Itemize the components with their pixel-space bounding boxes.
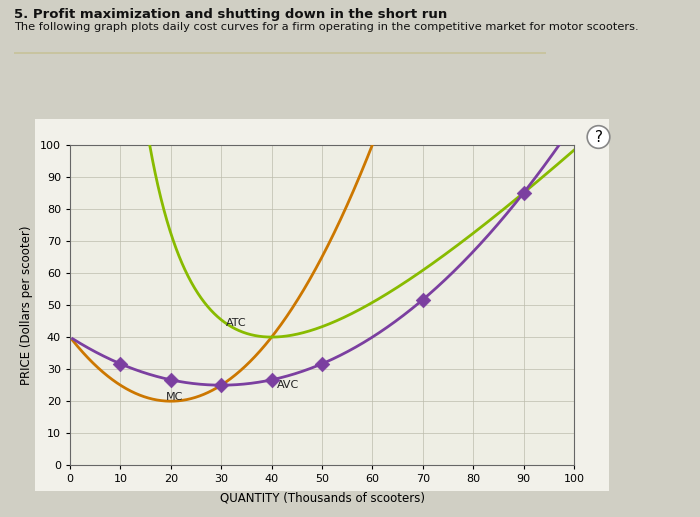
Point	[216, 381, 227, 389]
Text: MC: MC	[166, 391, 183, 402]
Y-axis label: PRICE (Dollars per scooter): PRICE (Dollars per scooter)	[20, 225, 33, 385]
Text: ATC: ATC	[226, 318, 247, 328]
Text: ?: ?	[594, 129, 603, 145]
Point	[115, 360, 126, 368]
Text: The following graph plots daily cost curves for a firm operating in the competit: The following graph plots daily cost cur…	[14, 22, 638, 32]
Point	[417, 296, 428, 304]
Text: 5. Profit maximization and shutting down in the short run: 5. Profit maximization and shutting down…	[14, 8, 447, 21]
Point	[316, 360, 328, 368]
Point	[266, 376, 277, 384]
X-axis label: QUANTITY (Thousands of scooters): QUANTITY (Thousands of scooters)	[220, 491, 424, 504]
Point	[165, 376, 176, 384]
Point	[518, 189, 529, 197]
Text: AVC: AVC	[276, 381, 299, 390]
